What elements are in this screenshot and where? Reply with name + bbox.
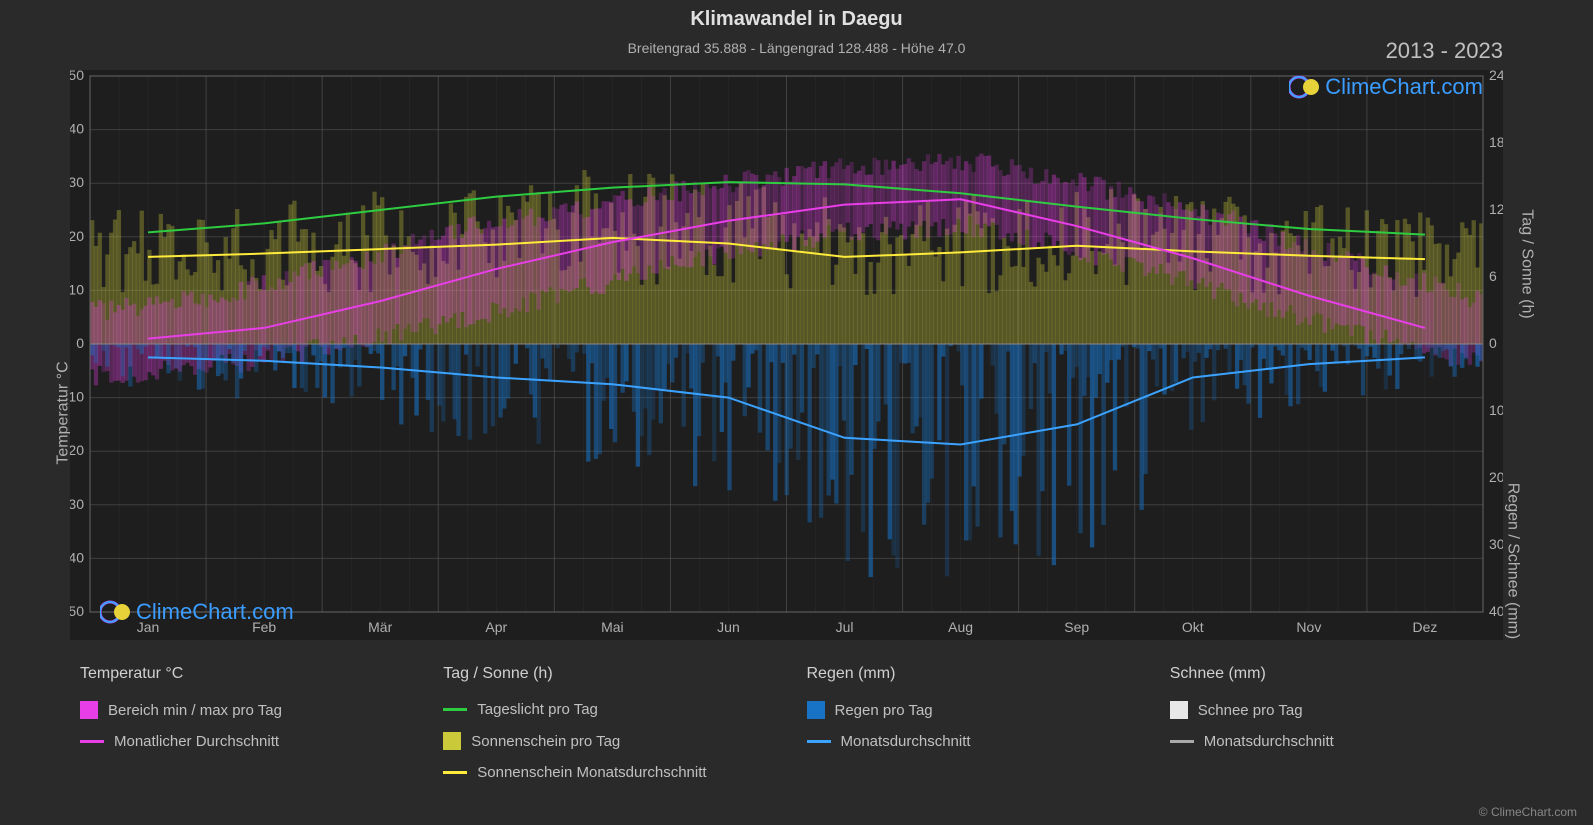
legend-item: Regen pro Tag bbox=[807, 701, 1150, 719]
legend-item: Sonnenschein Monatsdurchschnitt bbox=[443, 764, 786, 781]
legend-header: Temperatur °C bbox=[80, 665, 423, 683]
legend-swatch-line bbox=[443, 771, 467, 774]
watermark-logo-bottom: ClimeChart.com bbox=[100, 599, 294, 625]
legend-label: Regen pro Tag bbox=[835, 702, 933, 719]
svg-text:40: 40 bbox=[1489, 603, 1503, 619]
svg-text:Dez: Dez bbox=[1413, 619, 1438, 635]
watermark-logo-top: ClimeChart.com bbox=[1289, 74, 1483, 100]
legend-swatch-square bbox=[80, 701, 98, 719]
y-axis-right-bottom-label: Regen / Schnee (mm) bbox=[1504, 483, 1522, 640]
svg-text:Apr: Apr bbox=[485, 619, 507, 635]
svg-text:0: 0 bbox=[76, 335, 84, 351]
chart-title: Klimawandel in Daegu bbox=[0, 8, 1593, 31]
plot-area: -50 -40 -30 -20 -10 0 10 20 30 40 50 0 6 12 18 24 10 20 30… bbox=[70, 70, 1503, 640]
svg-text:Sep: Sep bbox=[1064, 619, 1089, 635]
legend-item: Schnee pro Tag bbox=[1170, 701, 1513, 719]
legend-label: Monatsdurchschnitt bbox=[841, 733, 971, 750]
legend-item: Monatsdurchschnitt bbox=[807, 733, 1150, 750]
legend-item: Monatsdurchschnitt bbox=[1170, 733, 1513, 750]
year-range: 2013 - 2023 bbox=[1386, 38, 1503, 64]
legend-label: Monatlicher Durchschnitt bbox=[114, 733, 279, 750]
legend-header: Schnee (mm) bbox=[1170, 665, 1513, 683]
svg-text:50: 50 bbox=[70, 70, 84, 83]
svg-text:Aug: Aug bbox=[948, 619, 973, 635]
svg-text:0: 0 bbox=[1489, 335, 1497, 351]
svg-text:30: 30 bbox=[1489, 536, 1503, 552]
svg-text:-40: -40 bbox=[70, 549, 84, 565]
svg-text:10: 10 bbox=[1489, 402, 1503, 418]
svg-text:24: 24 bbox=[1489, 70, 1503, 83]
legend-swatch-line bbox=[443, 708, 467, 711]
svg-text:-10: -10 bbox=[70, 389, 84, 405]
legend: Temperatur °C Bereich min / max pro Tag Mo… bbox=[80, 665, 1513, 815]
legend-group: Schnee (mm) Schnee pro Tag Monatsdurchschn… bbox=[1170, 665, 1513, 815]
legend-group: Regen (mm) Regen pro Tag Monatsdurchschnit… bbox=[807, 665, 1150, 815]
legend-label: Sonnenschein Monatsdurchschnitt bbox=[477, 764, 706, 781]
legend-item: Monatlicher Durchschnitt bbox=[80, 733, 423, 750]
svg-text:Jun: Jun bbox=[717, 619, 740, 635]
legend-item: Tageslicht pro Tag bbox=[443, 701, 786, 718]
svg-text:18: 18 bbox=[1489, 134, 1503, 150]
legend-label: Monatsdurchschnitt bbox=[1204, 733, 1334, 750]
legend-item: Bereich min / max pro Tag bbox=[80, 701, 423, 719]
svg-text:-50: -50 bbox=[70, 603, 84, 619]
legend-swatch-line bbox=[807, 740, 831, 743]
y-axis-right-top-label: Tag / Sonne (h) bbox=[1517, 209, 1535, 318]
svg-text:Nov: Nov bbox=[1296, 619, 1321, 635]
svg-text:40: 40 bbox=[70, 121, 84, 137]
svg-text:-30: -30 bbox=[70, 496, 84, 512]
svg-text:20: 20 bbox=[1489, 469, 1503, 485]
svg-text:20: 20 bbox=[70, 228, 84, 244]
legend-header: Tag / Sonne (h) bbox=[443, 665, 786, 683]
logo-text: ClimeChart.com bbox=[136, 599, 294, 625]
legend-item: Sonnenschein pro Tag bbox=[443, 732, 786, 750]
legend-label: Bereich min / max pro Tag bbox=[108, 702, 282, 719]
svg-text:30: 30 bbox=[70, 174, 84, 190]
svg-text:-20: -20 bbox=[70, 442, 84, 458]
legend-swatch-line bbox=[1170, 740, 1194, 743]
svg-text:12: 12 bbox=[1489, 201, 1503, 217]
copyright: © ClimeChart.com bbox=[1479, 805, 1577, 819]
legend-group: Tag / Sonne (h) Tageslicht pro Tag Sonnens… bbox=[443, 665, 786, 815]
svg-text:Mai: Mai bbox=[601, 619, 624, 635]
legend-swatch-line bbox=[80, 740, 104, 743]
svg-text:10: 10 bbox=[70, 281, 84, 297]
legend-group: Temperatur °C Bereich min / max pro Tag Mo… bbox=[80, 665, 423, 815]
legend-swatch-square bbox=[1170, 701, 1188, 719]
legend-label: Tageslicht pro Tag bbox=[477, 701, 598, 718]
svg-text:Okt: Okt bbox=[1182, 619, 1204, 635]
chart-subtitle: Breitengrad 35.888 - Längengrad 128.488 … bbox=[0, 40, 1593, 56]
legend-label: Schnee pro Tag bbox=[1198, 702, 1303, 719]
legend-label: Sonnenschein pro Tag bbox=[471, 733, 620, 750]
legend-header: Regen (mm) bbox=[807, 665, 1150, 683]
svg-text:6: 6 bbox=[1489, 268, 1497, 284]
logo-text: ClimeChart.com bbox=[1325, 74, 1483, 100]
svg-text:Jul: Jul bbox=[836, 619, 854, 635]
legend-swatch-square bbox=[807, 701, 825, 719]
legend-swatch-square bbox=[443, 732, 461, 750]
svg-text:Mär: Mär bbox=[368, 619, 392, 635]
